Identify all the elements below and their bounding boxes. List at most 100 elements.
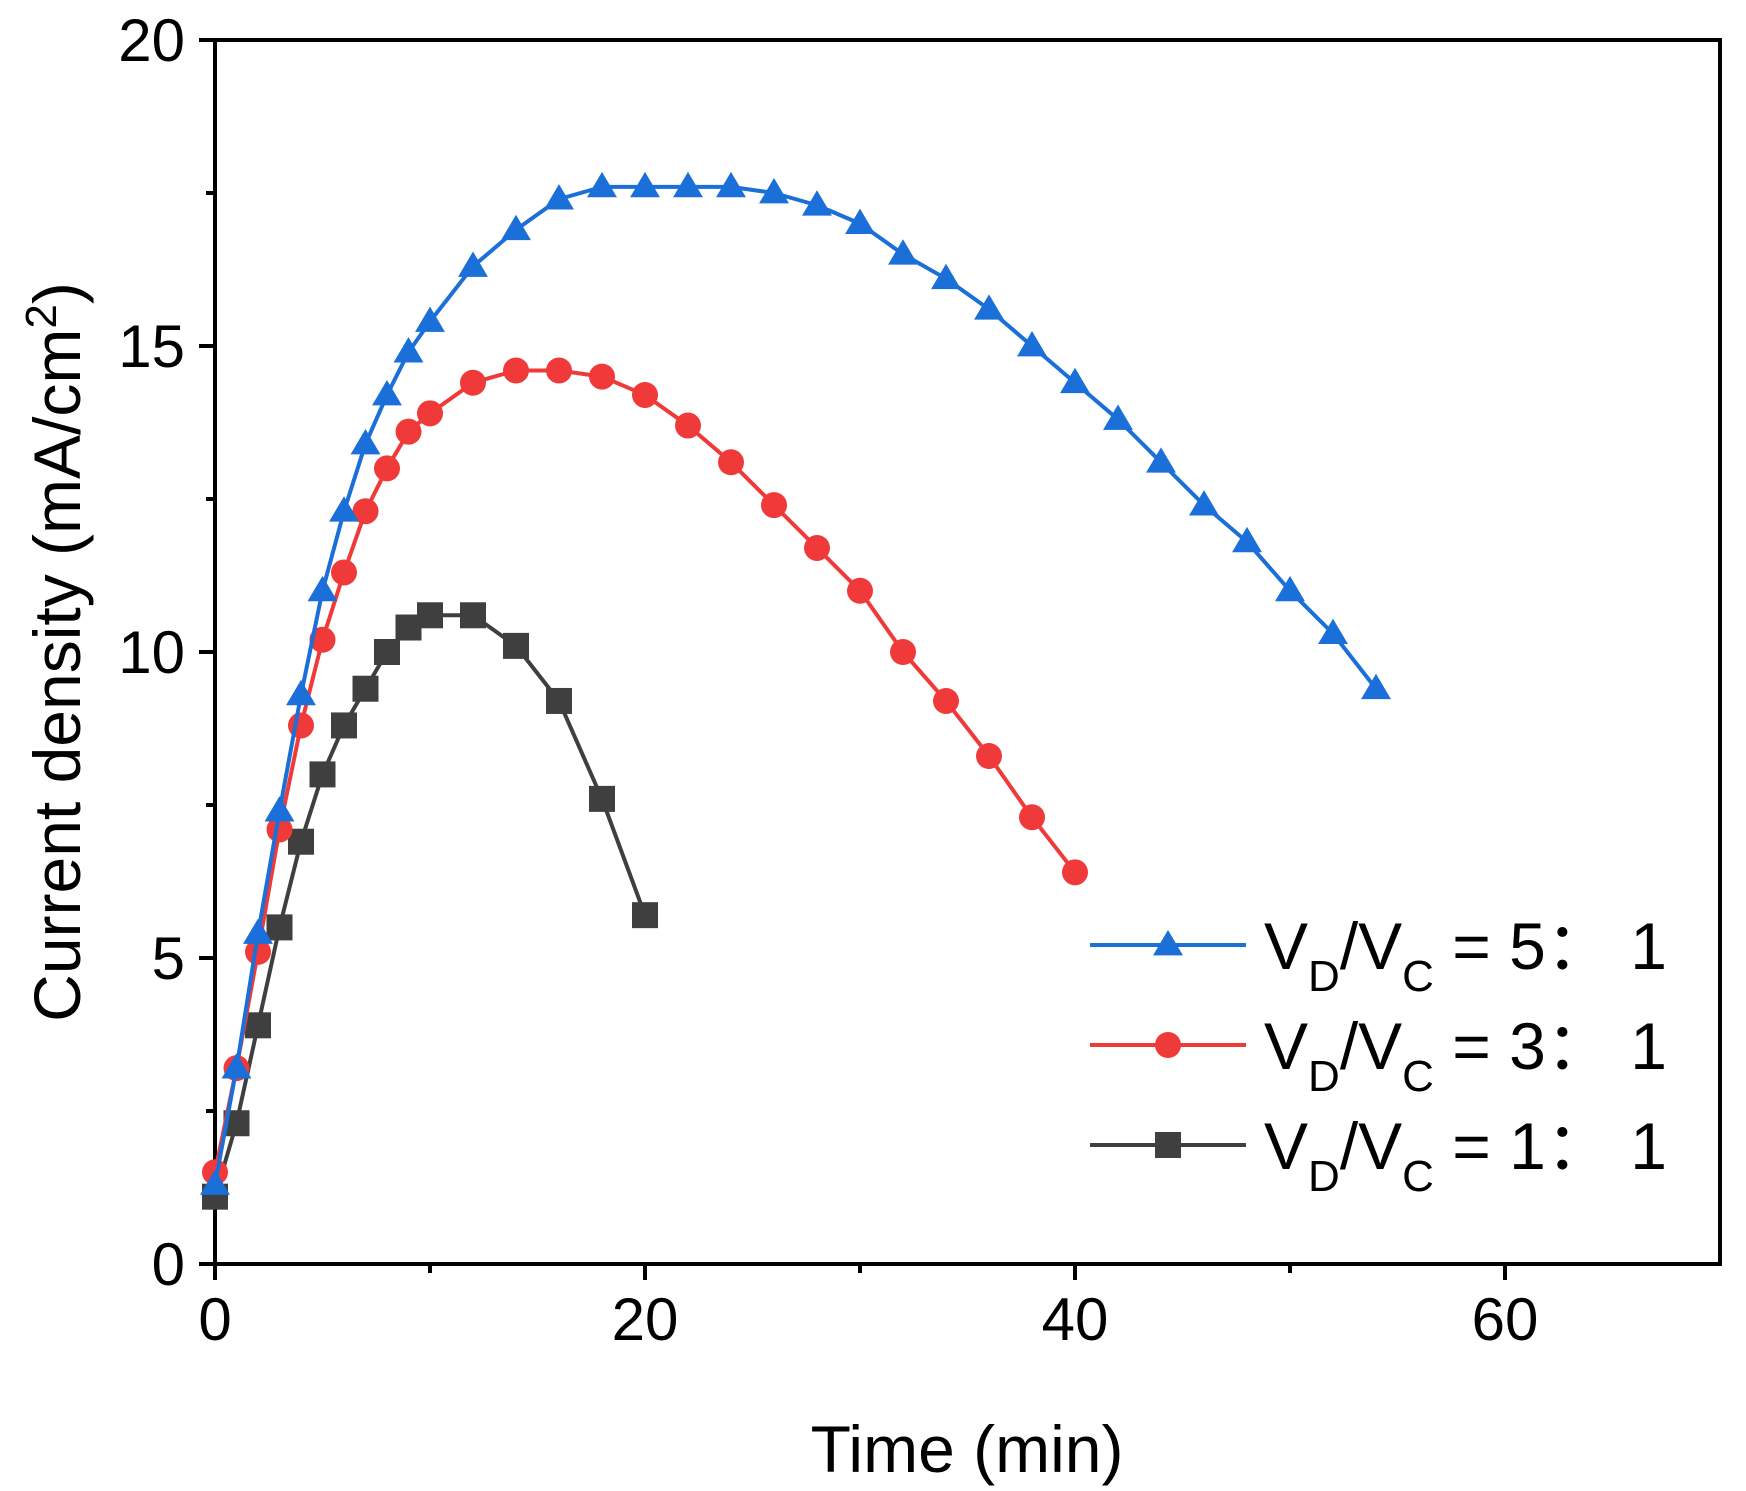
data-point-vd1 — [309, 761, 336, 788]
data-point-vd5 — [1017, 331, 1047, 357]
data-point-vd3 — [675, 412, 701, 439]
data-point-vd3 — [890, 639, 916, 665]
data-point-vd5 — [264, 796, 295, 822]
data-point-vd3 — [847, 577, 873, 604]
data-point-vd5 — [931, 263, 961, 290]
series-layer — [200, 171, 1391, 1210]
data-point-vd5 — [1361, 673, 1391, 700]
data-point-vd5 — [1232, 526, 1262, 553]
data-point-vd5 — [1189, 490, 1219, 516]
data-point-vd1 — [546, 687, 572, 714]
legend-label: VD/VC = 1： 1 — [1264, 1109, 1667, 1201]
data-point-vd3 — [1062, 859, 1088, 886]
data-point-vd5 — [888, 239, 918, 265]
y-tick-label: 10 — [118, 619, 185, 686]
y-tick-label: 0 — [152, 1231, 185, 1298]
data-point-vd1 — [331, 712, 357, 739]
data-point-vd5 — [350, 428, 381, 455]
data-point-vd5 — [221, 1053, 252, 1079]
data-point-vd3 — [718, 449, 744, 476]
data-point-vd5 — [1275, 575, 1305, 602]
data-point-vd1 — [352, 675, 379, 702]
data-point-vd3 — [352, 498, 379, 525]
data-point-vd1 — [632, 902, 658, 929]
legend-item-vd3: VD/VC = 3： 1 — [1090, 1009, 1667, 1101]
data-point-vd3 — [1019, 804, 1045, 831]
data-point-vd5 — [1318, 618, 1348, 645]
data-point-vd1 — [374, 639, 400, 665]
data-point-vd3 — [804, 534, 830, 561]
data-point-vd5 — [458, 251, 488, 277]
legend: VD/VC = 5： 1VD/VC = 3： 1VD/VC = 1： 1 — [1090, 909, 1667, 1201]
series-line-vd3 — [213, 368, 1077, 1173]
data-point-vd3 — [546, 357, 572, 384]
data-point-vd5 — [1060, 367, 1090, 394]
data-point-vd5 — [587, 171, 617, 198]
data-point-vd3 — [460, 369, 486, 396]
x-tick-label: 20 — [612, 1286, 679, 1353]
data-point-vd5 — [759, 178, 789, 204]
data-point-vd5 — [243, 918, 273, 944]
axis-ticks — [199, 38, 1507, 1280]
data-point-vd5 — [673, 171, 703, 198]
data-point-vd5 — [415, 306, 445, 332]
y-axis-title: Current density (mA/cm2) — [17, 282, 94, 1022]
data-point-vd5 — [630, 171, 660, 198]
data-point-vd5 — [716, 171, 746, 198]
legend-label: VD/VC = 3： 1 — [1264, 1009, 1667, 1101]
series-vd5 — [200, 171, 1391, 1195]
y-axis-title-superscript: 2 — [17, 304, 66, 328]
data-point-vd3 — [503, 357, 529, 384]
data-point-vd5 — [501, 214, 531, 241]
data-point-vd3 — [309, 626, 336, 653]
y-tick-label: 5 — [152, 925, 185, 992]
data-point-vd1 — [417, 602, 443, 629]
data-point-vd5 — [307, 575, 338, 602]
data-point-vd1 — [266, 914, 293, 941]
data-point-vd3 — [266, 816, 293, 843]
data-point-vd3 — [632, 381, 658, 408]
data-point-vd1 — [503, 632, 529, 659]
legend-marker — [1153, 930, 1183, 956]
x-tick-label: 40 — [1042, 1286, 1109, 1353]
data-point-vd3 — [933, 687, 959, 714]
data-point-vd3 — [331, 559, 357, 586]
data-point-vd3 — [374, 455, 400, 482]
data-point-vd5 — [286, 679, 316, 706]
x-axis-title: Time (min) — [811, 1412, 1124, 1486]
data-point-vd1 — [460, 602, 486, 629]
data-point-vd5 — [802, 190, 832, 216]
legend-item-vd1: VD/VC = 1： 1 — [1090, 1109, 1667, 1201]
data-point-vd5 — [329, 496, 359, 522]
data-point-vd3 — [589, 363, 615, 390]
data-point-vd3 — [761, 492, 787, 519]
data-point-vd5 — [393, 337, 424, 363]
x-tick-label: 0 — [198, 1286, 231, 1353]
data-point-vd3 — [245, 938, 271, 965]
data-point-vd3 — [976, 743, 1002, 770]
data-point-vd5 — [544, 184, 574, 210]
legend-label: VD/VC = 5： 1 — [1264, 909, 1667, 1001]
data-point-vd5 — [845, 208, 875, 234]
series-line-vd5 — [213, 184, 1378, 1185]
series-line-vd1 — [213, 613, 647, 1198]
legend-marker — [1155, 1032, 1181, 1058]
legend-item-vd5: VD/VC = 5： 1 — [1090, 909, 1667, 1001]
legend-marker — [1155, 1132, 1181, 1158]
y-tick-label: 20 — [118, 7, 185, 74]
data-point-vd3 — [417, 400, 443, 427]
data-point-vd5 — [1146, 447, 1176, 473]
x-tick-label: 60 — [1472, 1286, 1539, 1353]
data-point-vd3 — [395, 418, 422, 445]
y-tick-label: 15 — [118, 313, 185, 380]
data-point-vd5 — [372, 380, 402, 406]
data-point-vd5 — [974, 294, 1004, 320]
y-axis-title-end: ) — [20, 282, 94, 304]
data-point-vd1 — [245, 1012, 271, 1039]
series-vd1 — [202, 602, 658, 1210]
data-point-vd5 — [200, 1169, 230, 1195]
axis-tick-labels: 0 20 40 60 0 5 10 15 20 — [118, 7, 1538, 1353]
y-axis-title-main: Current density (mA/cm — [20, 329, 94, 1022]
data-point-vd1 — [288, 828, 314, 855]
